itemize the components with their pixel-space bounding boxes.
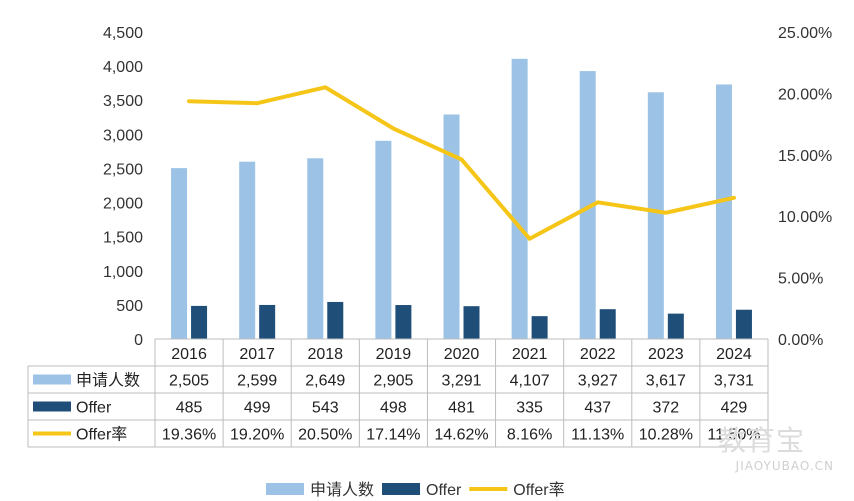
offer-bar [327,301,344,339]
data-table: 2016 2017 2018 2019 2020 2021 2022 2023 2024 申请人数… [27,338,769,448]
watermark-main: 教育宝 [718,424,805,457]
table-legend-key [33,401,71,412]
table-cell: 543 [312,400,339,417]
category-label: 2024 [716,346,752,363]
table-cell: 20.50% [298,427,352,444]
offer-bar [599,309,616,339]
y-left-axis: 0 500 1,000 1,500 2,000 2,500 3,000 3,500 4,000 4… [103,25,143,349]
legend-key [266,483,304,495]
legend-key [382,483,421,495]
y-left-tick-label: 1,500 [103,230,143,247]
table-cell: 3,927 [578,373,618,390]
legend-label: 申请人数 [310,481,374,499]
table-cell: 2,649 [305,373,345,390]
y-right-tick-label: 25.00% [778,25,832,42]
table-cell: 17.14% [366,427,420,444]
table-cell: 3,617 [646,373,686,390]
y-right-tick-label: 5.00% [778,271,823,288]
table-cell: 19.36% [162,427,216,444]
table-cell: 481 [448,400,475,417]
table-cell: 11.13% [571,427,624,444]
applicants-bar [511,58,528,339]
offer-bar [667,313,684,339]
table-cell: 372 [652,400,679,417]
bars [171,58,752,339]
legend: 申请人数 Offer Offer率 [266,481,565,499]
table-cell: 4,107 [510,373,550,390]
offer-bar [531,316,548,339]
applicants-bar [171,168,188,339]
category-label: 2021 [512,346,548,363]
y-left-tick-label: 2,500 [103,161,143,178]
table-cell: 429 [721,400,748,417]
category-label: 2019 [376,346,412,363]
table-cell: 499 [244,400,271,417]
table-cell: 19.20% [230,427,284,444]
table-cell: 335 [516,400,543,417]
y-left-tick-label: 3,500 [103,93,143,110]
table-cell: 11.50% [707,427,760,444]
table-cell: 8.16% [507,427,552,444]
applicants-bar [715,84,732,339]
watermark-sub: JIAOYUBAO.CN [735,459,834,473]
offer-rate-line [187,85,736,241]
applicants-bar [307,158,324,339]
table-cell: 498 [380,400,407,417]
applicants-bar [579,71,596,339]
y-left-tick-label: 0 [134,332,143,349]
legend-label: Offer [426,482,462,499]
offer-bar [463,306,480,339]
table-cell: 2,905 [373,373,413,390]
y-left-tick-label: 4,000 [103,59,143,76]
table-cell: 14.62% [434,427,488,444]
y-right-tick-label: 10.00% [778,209,832,226]
table-cell: 3,731 [714,373,754,390]
category-label: 2023 [648,346,684,363]
legend-label: Offer率 [513,481,564,499]
y-left-tick-label: 500 [116,298,143,315]
table-cell: 437 [584,400,611,417]
category-label: 2016 [171,346,207,363]
y-right-tick-label: 15.00% [778,148,832,165]
y-left-tick-label: 1,000 [103,264,143,281]
offer-bar [259,304,276,339]
applicants-bar [647,92,664,339]
y-left-tick-label: 3,000 [103,127,143,144]
offer-bar [191,305,208,339]
y-right-axis: 0.00% 5.00% 10.00% 15.00% 20.00% 25.00% [778,25,832,349]
series-name: Offer率 [76,426,127,444]
applicants-bar [375,140,392,339]
table-cell: 2,505 [169,373,209,390]
y-right-tick-label: 0.00% [778,332,823,349]
offer-bar [735,309,752,339]
series-name: Offer [76,400,112,417]
applicants-bar [239,161,256,339]
offer-rate-line-path [187,85,736,241]
category-label: 2020 [444,346,480,363]
category-label: 2018 [307,346,343,363]
table-cell: 10.28% [639,427,693,444]
table-legend-key [33,374,71,385]
table-cell: 485 [176,400,203,417]
category-label: 2017 [239,346,275,363]
y-right-tick-label: 20.00% [778,86,832,103]
category-label: 2022 [580,346,616,363]
watermark: 教育宝 JIAOYUBAO.CN [718,424,834,473]
series-name: 申请人数 [76,372,140,390]
applicants-bar [443,114,460,339]
table-cell: 2,599 [237,373,277,390]
offer-bar [395,305,412,339]
y-left-tick-label: 4,500 [103,25,143,42]
y-left-tick-label: 2,000 [103,196,143,213]
table-cell: 3,291 [441,373,481,390]
